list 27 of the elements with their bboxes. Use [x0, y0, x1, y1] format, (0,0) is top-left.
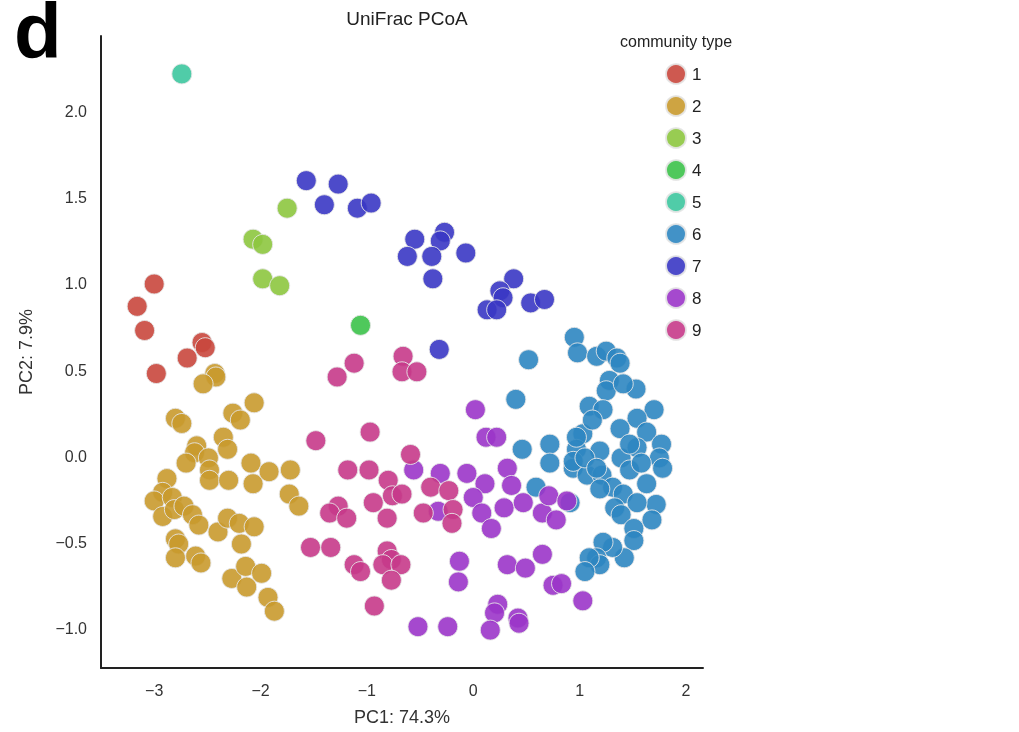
x-tick-label: −2 — [251, 681, 270, 699]
x-axis-title: PC1: 74.3% — [353, 707, 451, 727]
x-tick-label: −3 — [145, 681, 164, 699]
y-tick-label: −1.0 — [55, 619, 88, 637]
text: d — [14, 0, 62, 75]
legend-label: 2 — [692, 96, 702, 116]
y-tick-label: −0.5 — [55, 533, 88, 551]
legend-label: 4 — [692, 160, 702, 180]
legend-label: 3 — [692, 128, 702, 148]
x-tick-label: 1 — [575, 681, 585, 699]
x-tick-label: 0 — [468, 681, 478, 699]
y-tick-label: 1.5 — [64, 189, 88, 207]
legend-label: 5 — [692, 192, 702, 212]
y-axis-title: PC2: 7.9% — [16, 308, 36, 396]
y-tick-label: 2.0 — [64, 103, 88, 121]
legend-label: 8 — [692, 288, 702, 308]
legend-label: 9 — [692, 320, 702, 340]
x-tick-label: −1 — [357, 681, 377, 699]
y-tick-label: 1.0 — [64, 275, 88, 293]
legend-title: community type — [620, 32, 733, 50]
legend-label: 1 — [692, 64, 702, 84]
y-tick-label: 0.5 — [64, 361, 88, 379]
chart-title: UniFrac PCoA — [346, 8, 469, 29]
y-tick-label: 0.0 — [64, 447, 88, 465]
legend-label: 6 — [692, 224, 702, 244]
x-tick-label: 2 — [681, 681, 691, 699]
legend-label: 7 — [692, 256, 702, 276]
